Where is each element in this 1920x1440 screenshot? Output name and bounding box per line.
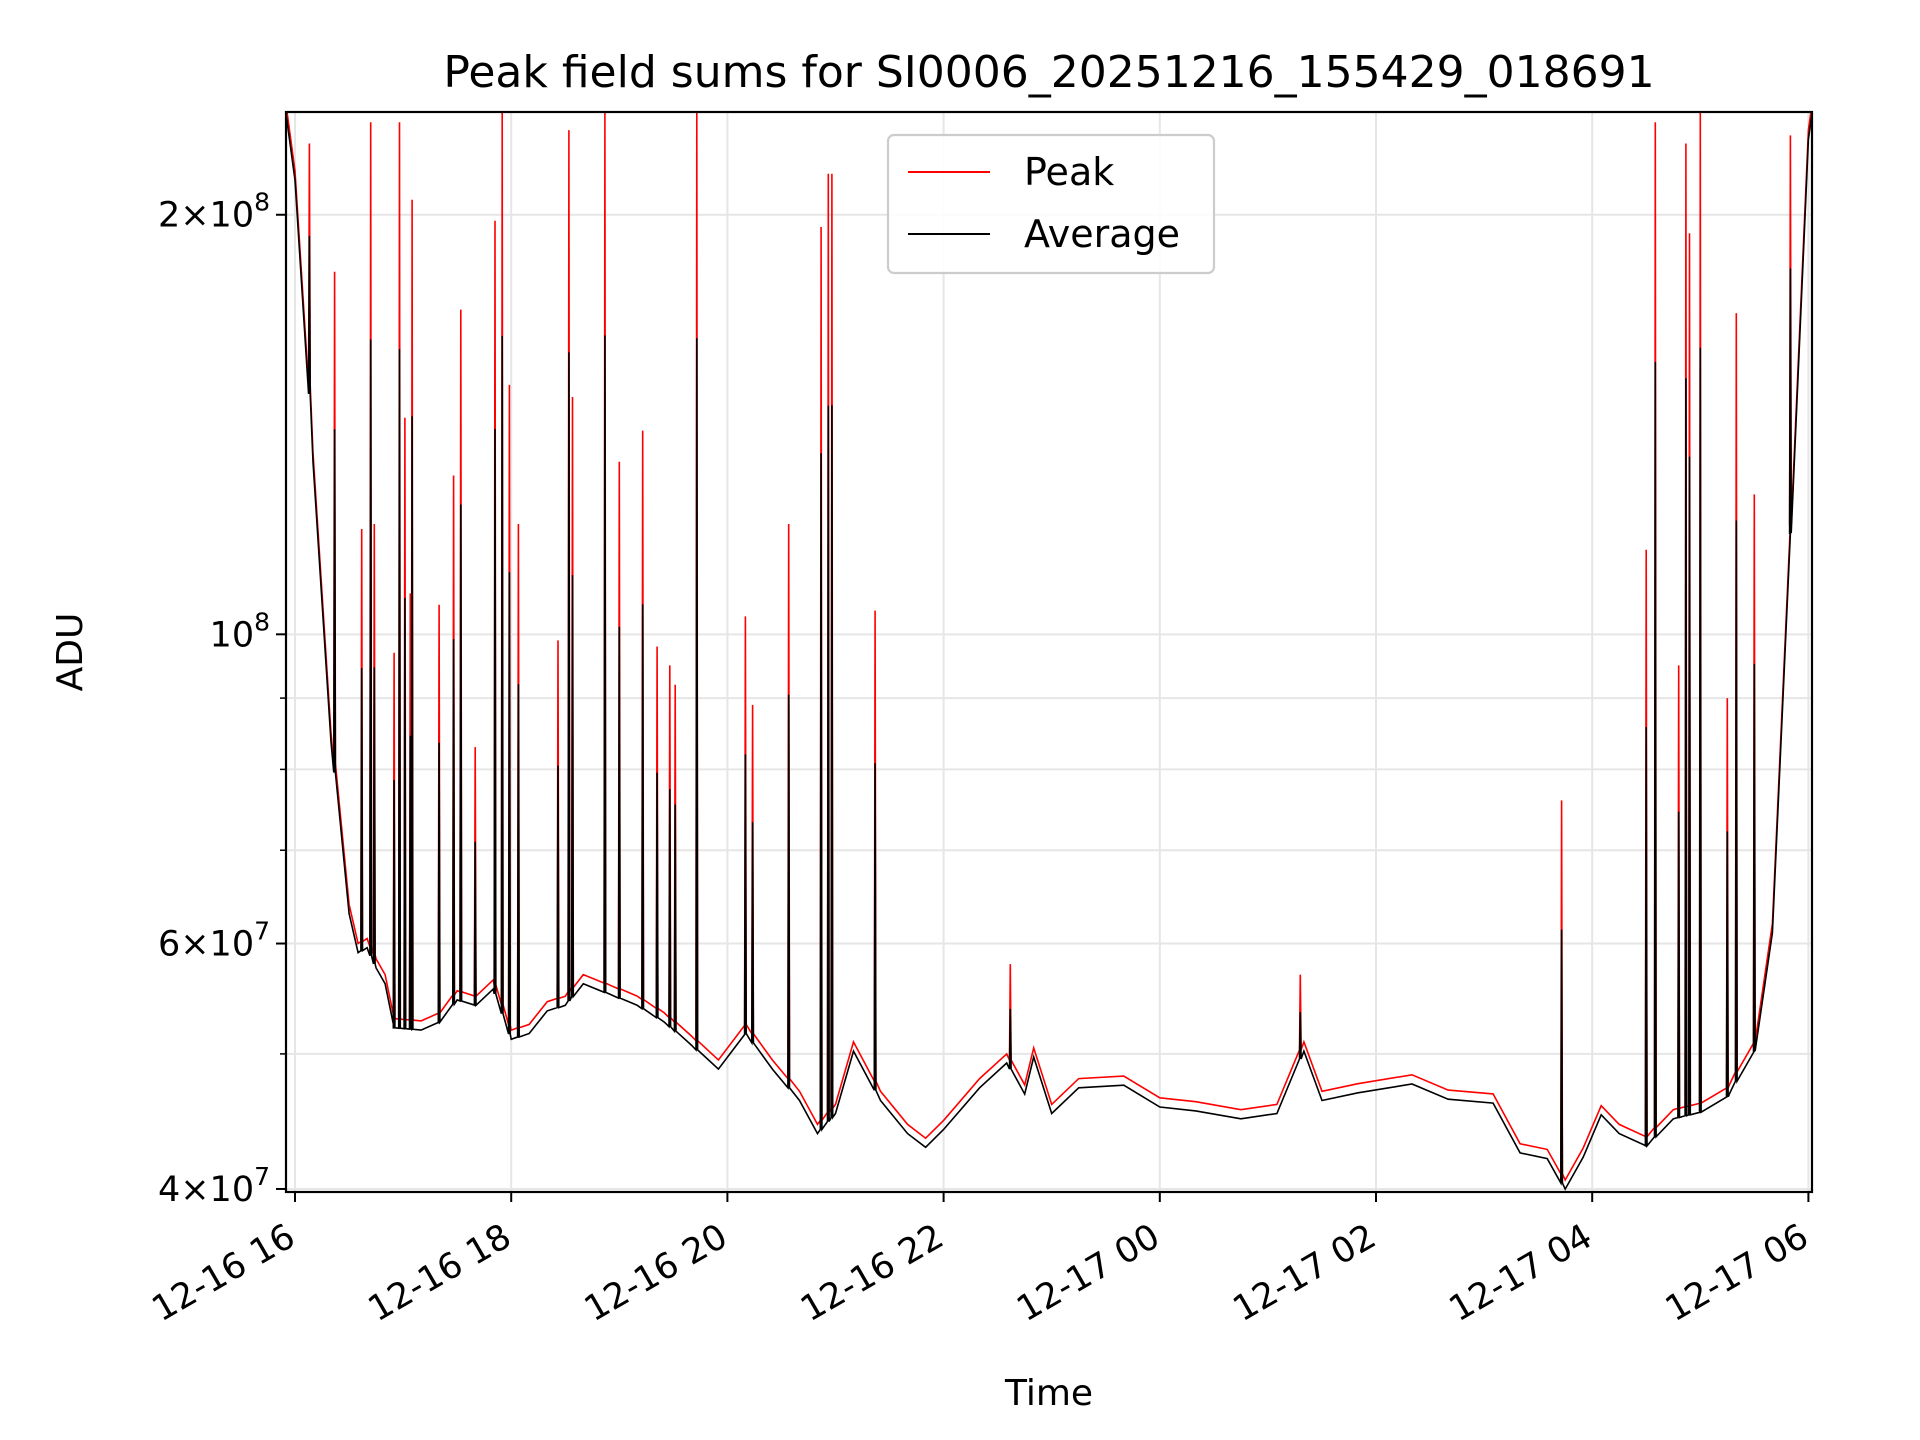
chart-title: Peak field sums for SI0006_20251216_1554… [443, 47, 1654, 98]
y-tick-exponent: 7 [254, 917, 270, 946]
series-line-average [286, 113, 1812, 1191]
y-tick-label: 6×107 [158, 917, 270, 965]
legend: Peak Average [886, 133, 1216, 275]
series-lines [286, 112, 1812, 1191]
grid-lines [286, 112, 1812, 1192]
y-tick-exponent: 8 [254, 188, 270, 217]
y-tick-mantissa: 2×10 [158, 196, 254, 236]
y-tick-mantissa: 4×10 [158, 1170, 254, 1210]
y-axis-title: ADU [50, 613, 91, 692]
y-tick-label: 4×107 [158, 1162, 270, 1210]
legend-label-average: Average [1024, 212, 1180, 256]
y-tick-label: 108 [210, 607, 270, 655]
y-tick-exponent: 7 [254, 1162, 270, 1191]
y-tick-label: 2×108 [158, 188, 270, 236]
legend-label-peak: Peak [1024, 150, 1114, 194]
y-tick-exponent: 8 [254, 607, 270, 636]
plot-frame [284, 110, 1814, 1194]
legend-box [886, 133, 1216, 275]
y-tick-mantissa: 10 [210, 615, 255, 655]
y-tick-mantissa: 6×10 [158, 925, 254, 965]
x-axis-title: Time [1004, 1373, 1093, 1414]
